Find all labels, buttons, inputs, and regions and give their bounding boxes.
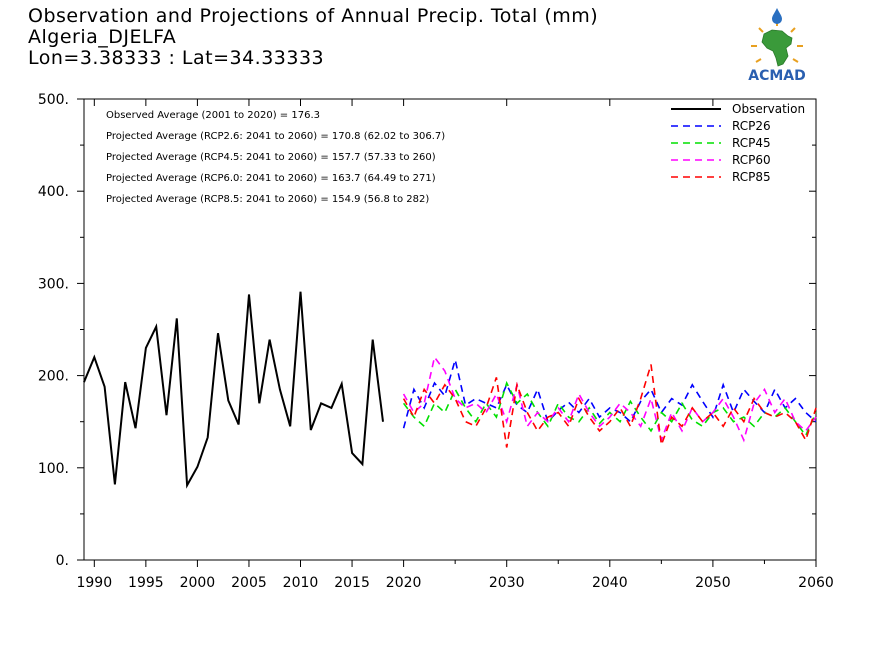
y-tick-label: 100. bbox=[38, 461, 69, 477]
series-line-rcp45 bbox=[402, 380, 817, 438]
plot-frame bbox=[83, 98, 817, 561]
chart-title: Observation and Projections of Annual Pr… bbox=[28, 5, 599, 27]
chart-title-block: Observation and Projections of Annual Pr… bbox=[28, 6, 598, 69]
legend-label: RCP45 bbox=[732, 136, 771, 150]
x-tick-label: 2060 bbox=[798, 575, 834, 591]
series-line-rcp26 bbox=[402, 359, 817, 429]
axes-layer: 0. 100. 200. 300. 400. 500. 1990 1995 2000 2005 20… bbox=[38, 92, 834, 591]
x-tick-label: 2010 bbox=[283, 575, 319, 591]
legend: Observation RCP26 RCP45 RCP60 RCP85 bbox=[671, 102, 805, 184]
average-annotation: Projected Average (RCP6.0: 2041 to 2060)… bbox=[106, 173, 436, 184]
x-tick-label: 1990 bbox=[76, 575, 112, 591]
logo-africa-shape bbox=[761, 29, 793, 67]
x-tick-label: 2040 bbox=[592, 575, 628, 591]
average-annotation: Projected Average (RCP2.6: 2041 to 2060)… bbox=[106, 131, 445, 142]
average-annotation: Projected Average (RCP4.5: 2041 to 2060)… bbox=[106, 152, 436, 163]
logo-water-drop bbox=[772, 8, 782, 24]
chart-subtitle-location: Algeria_DJELFA bbox=[28, 26, 177, 48]
y-tick-label: 500. bbox=[38, 92, 69, 108]
x-tick-label: 1995 bbox=[128, 575, 164, 591]
x-tick-label: 2050 bbox=[695, 575, 731, 591]
y-tick-label: 400. bbox=[38, 184, 69, 200]
average-annotation: Observed Average (2001 to 2020) = 176.3 bbox=[106, 110, 320, 121]
chart-subtitle-coordinates: Lon=3.38333 : Lat=34.33333 bbox=[28, 47, 325, 69]
logo-text: ACMAD bbox=[748, 68, 806, 84]
series-line-observation bbox=[83, 291, 384, 489]
legend-label: RCP85 bbox=[732, 170, 771, 184]
y-tick-label: 0. bbox=[56, 553, 69, 569]
legend-label: Observation bbox=[732, 102, 805, 116]
series-line-rcp85 bbox=[402, 364, 817, 448]
legend-label: RCP60 bbox=[732, 153, 771, 167]
series-line-rcp60 bbox=[402, 355, 817, 443]
x-tick-label: 2000 bbox=[180, 575, 216, 591]
series-layer bbox=[83, 291, 817, 489]
x-tick-label: 2015 bbox=[334, 575, 370, 591]
x-tick-label: 2030 bbox=[489, 575, 525, 591]
annotation-layer: Observed Average (2001 to 2020) = 176.3 P… bbox=[106, 110, 445, 205]
average-annotation: Projected Average (RCP8.5: 2041 to 2060)… bbox=[106, 194, 429, 205]
acmad-logo: ACMAD bbox=[748, 8, 806, 84]
y-tick-label: 200. bbox=[38, 369, 69, 385]
legend-label: RCP26 bbox=[732, 119, 771, 133]
y-tick-label: 300. bbox=[38, 276, 69, 292]
x-tick-label: 2005 bbox=[231, 575, 267, 591]
x-tick-label: 2020 bbox=[386, 575, 422, 591]
